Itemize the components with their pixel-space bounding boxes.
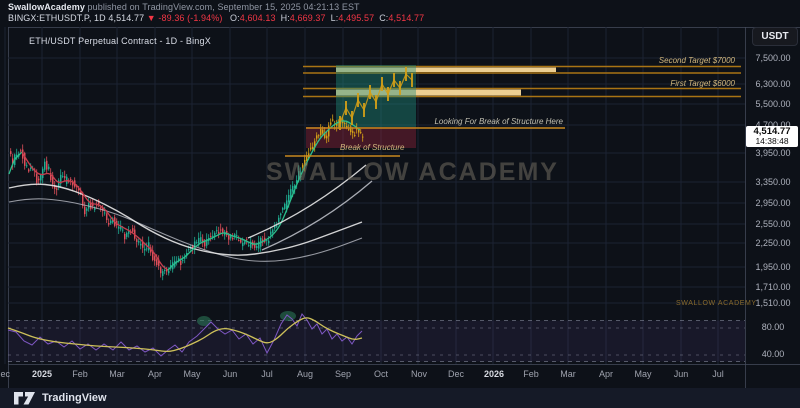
time-axis-label: May — [634, 369, 652, 379]
price-axis-label: 80.00 — [761, 322, 785, 332]
time-scale-separator — [8, 364, 800, 365]
time-axis-label: Nov — [410, 369, 428, 379]
watermark-small: SWALLOW ACADEMY — [676, 300, 757, 307]
second-target-label: Second Target $7000 — [658, 56, 735, 65]
price-axis-label: 5,500.00 — [755, 99, 791, 109]
time-axis-label: May — [183, 369, 201, 379]
ohlc-o-label: O: — [230, 13, 240, 23]
time-axis-label: Jun — [222, 369, 238, 379]
chart-title: ETH/USDT Perpetual Contract - 1D - BingX — [29, 36, 211, 46]
ohlc-o-value: 4,604.13 — [239, 13, 276, 23]
footer-bar: TradingView — [0, 388, 800, 408]
price-axis-label: 1,950.00 — [755, 262, 791, 272]
time-axis-label: Mar — [109, 369, 125, 379]
ohlc-c-value: 4,514.77 — [388, 13, 425, 23]
time-axis-label: Aug — [296, 369, 314, 379]
last-price-label: 4,514.77 14:38:48 — [746, 126, 798, 147]
last-price-time: 14:38:48 — [755, 135, 789, 146]
ohlc-l-label: L: — [330, 13, 339, 23]
price-axis-label: 2,550.00 — [755, 219, 791, 229]
time-axis-label: Jul — [261, 369, 273, 379]
time-axis-label: Dec — [447, 369, 465, 379]
first-target-label: First Target $6000 — [670, 79, 735, 88]
time-axis-label: Dec — [0, 369, 11, 379]
watermark: SWALLOW ACADEMY — [266, 158, 559, 186]
time-axis-label: 2026 — [483, 369, 505, 379]
symbol-text: BINGX:ETHUSDT.P, 1D 4,514.77 — [8, 13, 145, 23]
price-axis-label: 6,300.00 — [755, 79, 791, 89]
ohlc-c-label: C: — [379, 13, 389, 23]
change-text: ▼ -89.36 (-1.94%) — [144, 13, 226, 23]
price-axis-label: 3,350.00 — [755, 177, 791, 187]
published-text: published on TradingView.com, September … — [84, 2, 360, 12]
header-line-publisher: SwallowAcademy published on TradingView.… — [8, 2, 360, 12]
time-axis-label: Feb — [72, 369, 88, 379]
tradingview-logo[interactable]: TradingView — [14, 391, 107, 405]
price-axis-label: 3,950.00 — [755, 148, 791, 158]
ohlc-h-label: H: — [280, 13, 290, 23]
ohlc-h-value: 4,669.37 — [289, 13, 326, 23]
currency-button[interactable]: USDT — [752, 27, 798, 46]
last-price-value: 4,514.77 — [753, 126, 791, 137]
tradingview-logo-icon — [14, 392, 35, 405]
time-axis-label: Sep — [334, 369, 352, 379]
price-axis-label: 4,700.00 — [755, 120, 791, 130]
price-scale-separator — [745, 27, 746, 388]
time-axis-label: Apr — [598, 369, 614, 379]
price-axis-label: 1,510.00 — [755, 298, 791, 308]
tradingview-logo-text: TradingView — [42, 392, 107, 404]
chart-border-left — [8, 27, 9, 388]
time-axis-label: Feb — [523, 369, 539, 379]
username-link[interactable]: SwallowAcademy — [8, 2, 85, 12]
price-axis-label: 1,710.00 — [755, 282, 791, 292]
looking-for-bos-label: Looking For Break of Structure Here — [434, 117, 563, 126]
time-axis-label: Jun — [673, 369, 689, 379]
ohlc-l-value: 4,495.57 — [338, 13, 375, 23]
price-axis-label: 40.00 — [761, 349, 785, 359]
price-axis-label: 2,950.00 — [755, 198, 791, 208]
chart-border-top — [8, 27, 800, 28]
time-axis-label: Jul — [712, 369, 724, 379]
time-axis-label: 2025 — [31, 369, 53, 379]
time-axis-label: Apr — [147, 369, 163, 379]
price-axis-label: 2,250.00 — [755, 238, 791, 248]
price-axis-label: 7,500.00 — [755, 53, 791, 63]
header-line-symbol: BINGX:ETHUSDT.P, 1D 4,514.77 ▼ -89.36 (-… — [8, 13, 424, 23]
time-axis-label: Oct — [373, 369, 389, 379]
break-of-structure-label: Break of Structure — [340, 143, 405, 152]
time-axis-label: Mar — [560, 369, 576, 379]
